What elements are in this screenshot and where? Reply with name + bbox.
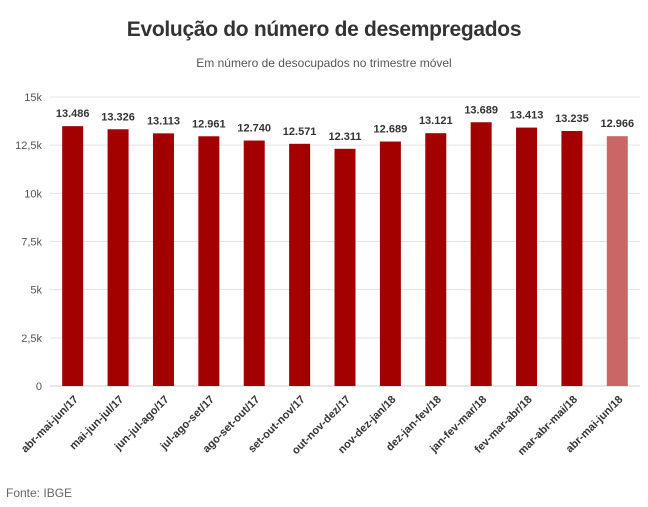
y-tick-label: 7,5k (21, 237, 42, 249)
bar-value-label: 12.961 (192, 118, 226, 130)
bar-value-label: 12.689 (374, 124, 408, 136)
y-tick-label: 15k (24, 92, 42, 104)
y-tick-label: 12,5k (15, 140, 42, 152)
bar (243, 140, 265, 386)
bar-value-label: 13.486 (56, 108, 90, 120)
bar-value-label: 13.326 (101, 111, 135, 123)
bar (152, 133, 174, 386)
bar (516, 127, 538, 386)
grid-layer (50, 96, 640, 387)
bar (425, 133, 447, 386)
bar (334, 148, 356, 386)
bar-value-label: 12.311 (328, 131, 361, 143)
bar (379, 141, 401, 386)
bar-value-label: 13.689 (464, 104, 498, 116)
bar-value-label: 13.121 (419, 115, 453, 127)
bar-value-label: 13.413 (510, 110, 544, 122)
bar-layer (62, 122, 628, 387)
bar-value-label: 12.966 (600, 118, 634, 130)
y-tick-label: 2,5k (21, 333, 42, 345)
bar (289, 143, 311, 386)
chart-subtitle: Em número de desocupados no trimestre mó… (196, 56, 452, 70)
bar (561, 131, 583, 386)
bar (606, 136, 628, 386)
y-tick-label: 5k (30, 285, 42, 297)
bar (107, 129, 129, 387)
bar-value-label: 13.235 (555, 113, 589, 125)
bar-value-label: 13.113 (147, 115, 180, 127)
bar (198, 136, 220, 386)
y-tick-label: 10k (24, 188, 42, 200)
y-tick-label: 0 (36, 381, 42, 393)
chart-title: Evolução do número de desempregados (126, 18, 522, 41)
bar-value-label: 12.740 (237, 123, 271, 135)
bar (470, 122, 492, 386)
source-note: Fonte: IBGE (6, 486, 73, 500)
bar-value-label: 12.571 (283, 126, 317, 138)
bar (62, 126, 84, 386)
